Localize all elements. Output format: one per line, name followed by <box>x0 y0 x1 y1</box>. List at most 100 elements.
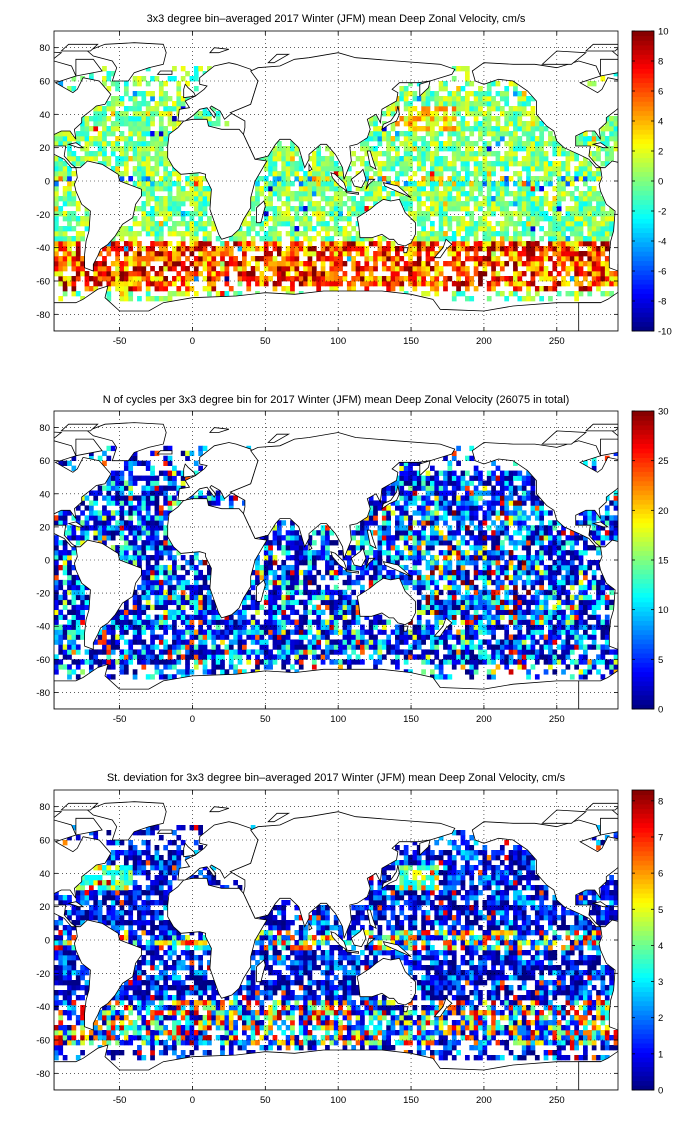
heat-cell <box>281 520 287 526</box>
heat-cell <box>517 181 523 187</box>
heat-cell <box>346 176 352 182</box>
colorbar-segment <box>632 190 654 196</box>
heat-cell <box>220 251 225 257</box>
heat-cell <box>154 161 160 167</box>
heat-cell <box>198 66 203 72</box>
heat-cell <box>290 291 295 297</box>
heat-cell <box>482 201 488 207</box>
heat-cell <box>224 291 230 297</box>
heat-cell <box>464 151 470 157</box>
heat-cell <box>255 555 260 561</box>
heat-cell <box>176 256 182 262</box>
heat-cell <box>390 166 396 172</box>
heat-cell <box>198 619 203 625</box>
heat-cell <box>561 181 566 187</box>
heat-cell <box>412 236 418 242</box>
heat-cell <box>145 545 151 551</box>
heat-cell <box>67 256 72 262</box>
heat-cell <box>482 246 488 252</box>
heat-cell <box>97 490 103 496</box>
heat-cell <box>355 530 361 536</box>
y-tick-label: -40 <box>36 243 50 254</box>
heat-cell <box>281 191 287 197</box>
heat-cell <box>215 111 221 117</box>
heat-cell <box>242 624 247 630</box>
heat-cell <box>320 545 326 551</box>
heat-cell <box>150 674 155 680</box>
heat-cell <box>320 171 326 177</box>
heat-cell <box>272 211 278 217</box>
heat-cell <box>193 271 199 277</box>
heat-cell <box>268 231 273 237</box>
heat-cell <box>443 86 448 92</box>
heat-cell <box>137 639 142 645</box>
heat-cell <box>215 649 221 655</box>
heat-cell <box>600 276 606 282</box>
heat-cell <box>198 201 203 207</box>
heat-cell <box>119 634 125 640</box>
heat-cell <box>364 540 370 546</box>
heat-cell <box>311 644 317 650</box>
heat-cell <box>325 241 330 247</box>
heat-cell <box>320 181 326 187</box>
heat-cell <box>325 594 330 601</box>
heat-cell <box>342 579 348 586</box>
heat-cell <box>587 191 593 197</box>
heat-cell <box>360 161 365 167</box>
heat-cell <box>526 226 531 232</box>
heat-cell <box>242 604 247 611</box>
heat-cell <box>268 171 273 177</box>
heat-cell <box>180 261 186 267</box>
heat-cell <box>530 121 536 127</box>
heat-cell <box>517 196 523 202</box>
heat-cell <box>486 231 492 237</box>
heat-cell <box>351 281 357 287</box>
heat-cell <box>180 604 186 611</box>
heat-cell <box>447 196 453 202</box>
heat-cell <box>478 186 483 192</box>
heat-cell <box>591 256 597 262</box>
heat-cell <box>364 560 370 566</box>
heat-cell <box>333 166 339 172</box>
heat-cell <box>381 161 387 167</box>
heat-cell <box>438 141 444 147</box>
heat-cell <box>443 201 448 207</box>
heat-cell <box>338 241 343 247</box>
heat-cell <box>237 614 243 620</box>
heat-cell <box>132 241 138 247</box>
heat-cell <box>185 191 190 197</box>
heat-cell <box>224 644 230 650</box>
heat-cell <box>272 281 278 287</box>
heat-cell <box>521 126 527 132</box>
heat-cell <box>158 221 164 227</box>
heat-cell <box>360 540 365 546</box>
heat-cell <box>290 525 295 531</box>
heat-cell <box>390 629 396 635</box>
heat-cell <box>443 146 448 152</box>
heat-cell <box>447 141 453 147</box>
heat-cell <box>189 599 195 606</box>
heat-cell <box>416 191 422 197</box>
heat-cell <box>158 136 164 142</box>
heat-cell <box>342 634 348 640</box>
heat-cell <box>294 206 300 212</box>
heat-cell <box>360 251 365 257</box>
heat-cell <box>600 196 606 202</box>
heat-cell <box>71 76 77 82</box>
heat-cell <box>119 470 125 476</box>
heat-cell <box>132 475 138 481</box>
heat-cell <box>167 500 173 506</box>
heat-cell <box>141 121 147 127</box>
heat-cell <box>132 555 138 561</box>
heat-cell <box>495 276 501 282</box>
heat-cell <box>250 226 256 232</box>
heat-cell <box>80 629 85 635</box>
heat-cell <box>360 639 365 645</box>
heat-cell <box>272 236 278 242</box>
heat-cell <box>180 246 186 252</box>
colorbar-segment <box>632 256 654 262</box>
heat-cell <box>172 66 177 72</box>
heat-cell <box>294 669 300 675</box>
heat-cell <box>290 589 295 596</box>
heat-cell <box>425 116 431 122</box>
